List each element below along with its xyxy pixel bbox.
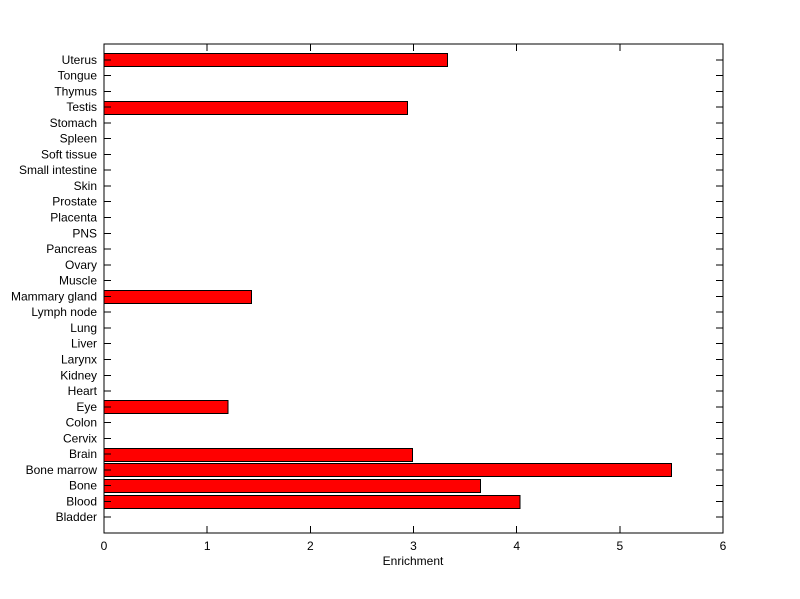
y-tick-label-mammary-gland: Mammary gland: [11, 289, 97, 303]
bar-bone: [103, 479, 482, 493]
y-tick-label-heart: Heart: [68, 384, 98, 398]
y-tick-label-stomach: Stomach: [50, 116, 97, 130]
y-tick-label-bone-marrow: Bone marrow: [26, 463, 98, 477]
bar-bone-marrow: [103, 463, 672, 477]
y-tick-label-cervix: Cervix: [63, 431, 97, 445]
y-tick-label-eye: Eye: [76, 400, 97, 414]
bar-uterus: [103, 53, 449, 67]
y-tick-label-spleen: Spleen: [60, 132, 97, 146]
x-tick-label-6: 6: [720, 539, 727, 553]
y-tick-label-placenta: Placenta: [50, 211, 97, 225]
y-tick-label-brain: Brain: [69, 447, 97, 461]
x-tick-label-2: 2: [307, 539, 314, 553]
axis-ticks: [103, 44, 724, 533]
y-tick-label-testis: Testis: [66, 100, 97, 114]
y-tick-label-skin: Skin: [74, 179, 97, 193]
y-tick-label-pns: PNS: [72, 226, 97, 240]
y-tick-label-uterus: Uterus: [62, 53, 97, 67]
x-tick-label-1: 1: [204, 539, 211, 553]
y-tick-label-lung: Lung: [70, 321, 97, 335]
bar-brain: [103, 448, 413, 462]
y-tick-label-thymus: Thymus: [54, 84, 97, 98]
y-tick-label-liver: Liver: [71, 337, 97, 351]
bar-mammary-gland: [103, 290, 253, 304]
x-tick-label-4: 4: [513, 539, 520, 553]
bar-eye: [103, 400, 229, 414]
x-tick-label-3: 3: [410, 539, 417, 553]
y-tick-label-kidney: Kidney: [60, 368, 97, 382]
x-axis-label: Enrichment: [383, 554, 444, 568]
y-tick-label-bladder: Bladder: [56, 510, 97, 524]
y-tick-label-soft-tissue: Soft tissue: [41, 147, 97, 161]
y-tick-label-bone: Bone: [69, 479, 97, 493]
y-tick-label-pancreas: Pancreas: [46, 242, 97, 256]
bar-blood: [103, 495, 521, 509]
y-tick-label-larynx: Larynx: [61, 352, 97, 366]
y-tick-label-tongue: Tongue: [58, 69, 98, 83]
y-tick-label-colon: Colon: [66, 416, 97, 430]
y-tick-label-muscle: Muscle: [59, 274, 97, 288]
x-tick-label-0: 0: [101, 539, 108, 553]
x-tick-label-5: 5: [616, 539, 623, 553]
bars-layer: [103, 53, 672, 509]
y-tick-label-blood: Blood: [66, 494, 97, 508]
bar-testis: [103, 101, 408, 115]
y-tick-label-small-intestine: Small intestine: [19, 163, 97, 177]
y-tick-label-lymph-node: Lymph node: [31, 305, 97, 319]
y-tick-label-prostate: Prostate: [52, 195, 97, 209]
y-tick-label-ovary: Ovary: [65, 258, 97, 272]
